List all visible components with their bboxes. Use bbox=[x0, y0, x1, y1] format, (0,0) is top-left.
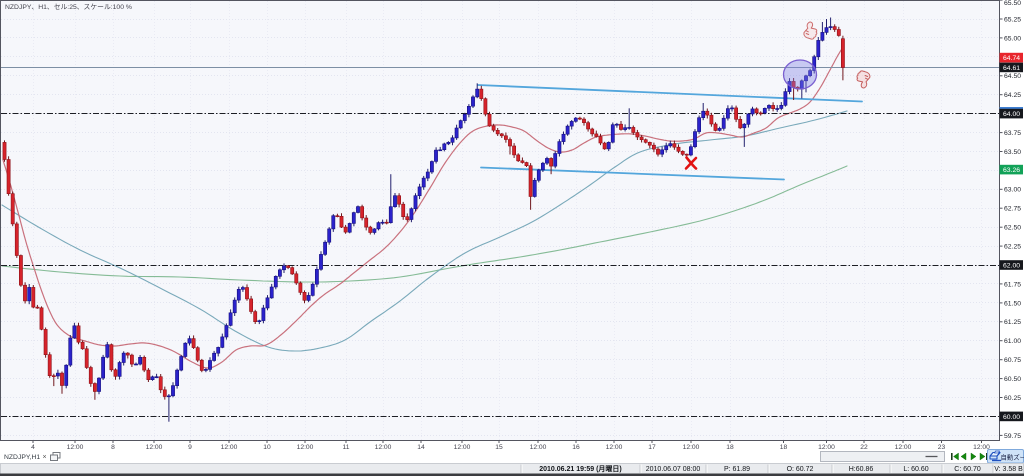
svg-text:62.25: 62.25 bbox=[1004, 244, 1021, 251]
svg-text:12:00: 12:00 bbox=[67, 444, 84, 451]
svg-text:60.50: 60.50 bbox=[1004, 376, 1021, 383]
svg-text:8: 8 bbox=[111, 444, 115, 451]
svg-text:2010.06.21 19:59 (月曜日): 2010.06.21 19:59 (月曜日) bbox=[539, 464, 622, 473]
svg-text:64.50: 64.50 bbox=[1004, 73, 1021, 80]
svg-text:12:00: 12:00 bbox=[146, 444, 163, 451]
svg-text:63.75: 63.75 bbox=[1004, 130, 1021, 137]
svg-text:C: 60.70: C: 60.70 bbox=[954, 466, 981, 473]
svg-text:62.75: 62.75 bbox=[1004, 206, 1021, 213]
svg-text:9: 9 bbox=[188, 444, 192, 451]
svg-text:63.00: 63.00 bbox=[1004, 187, 1021, 194]
svg-text:×: × bbox=[43, 454, 47, 461]
svg-text:12:00: 12:00 bbox=[683, 444, 700, 451]
svg-text:12:00: 12:00 bbox=[530, 444, 547, 451]
svg-text:11: 11 bbox=[343, 444, 350, 451]
svg-text:4: 4 bbox=[31, 444, 35, 451]
svg-text:16: 16 bbox=[572, 444, 580, 451]
svg-text:NZDJPY,H1: NZDJPY,H1 bbox=[4, 454, 40, 461]
svg-text:63.50: 63.50 bbox=[1004, 149, 1021, 156]
svg-text:23: 23 bbox=[938, 444, 946, 451]
svg-text:V: 3.58 B: V: 3.58 B bbox=[994, 466, 1023, 473]
svg-text:O: 60.72: O: 60.72 bbox=[787, 466, 814, 473]
svg-text:12:00: 12:00 bbox=[454, 444, 471, 451]
svg-text:10: 10 bbox=[263, 444, 271, 451]
svg-text:2010.06.07 08:00: 2010.06.07 08:00 bbox=[646, 466, 701, 473]
svg-text:60.25: 60.25 bbox=[1004, 395, 1021, 402]
svg-text:64.74: 64.74 bbox=[1003, 55, 1020, 62]
svg-text:17: 17 bbox=[648, 444, 656, 451]
svg-text:65.00: 65.00 bbox=[1004, 35, 1021, 42]
svg-text:H:60.86: H:60.86 bbox=[849, 466, 874, 473]
svg-text:22: 22 bbox=[860, 444, 868, 451]
svg-text:15: 15 bbox=[495, 444, 503, 451]
svg-text:60.75: 60.75 bbox=[1004, 357, 1021, 364]
svg-text:62.50: 62.50 bbox=[1004, 225, 1021, 232]
svg-text:自動ズーム: 自動ズーム bbox=[1001, 453, 1024, 462]
svg-text:18: 18 bbox=[780, 444, 788, 451]
svg-text:12:00: 12:00 bbox=[818, 444, 835, 451]
svg-text:61.00: 61.00 bbox=[1004, 338, 1021, 345]
svg-text:64.61: 64.61 bbox=[1003, 65, 1020, 72]
svg-text:12:00: 12:00 bbox=[895, 444, 912, 451]
svg-text:P: 61.89: P: 61.89 bbox=[724, 466, 750, 473]
svg-text:12:00: 12:00 bbox=[221, 444, 238, 451]
svg-text:12:00: 12:00 bbox=[606, 444, 623, 451]
svg-text:62.00: 62.00 bbox=[1003, 262, 1020, 269]
svg-text:65.25: 65.25 bbox=[1004, 16, 1021, 23]
svg-text:61.75: 61.75 bbox=[1004, 281, 1021, 288]
svg-text:NZDJPY、H1、セル:25、スケール:100 %: NZDJPY、H1、セル:25、スケール:100 % bbox=[5, 3, 132, 11]
svg-text:65.50: 65.50 bbox=[1004, 0, 1021, 7]
svg-text:12:00: 12:00 bbox=[973, 444, 990, 451]
svg-text:63.26: 63.26 bbox=[1003, 167, 1020, 174]
svg-text:61.50: 61.50 bbox=[1004, 300, 1021, 307]
svg-text:18: 18 bbox=[726, 444, 734, 451]
svg-text:59.75: 59.75 bbox=[1004, 433, 1021, 440]
svg-text:12:00: 12:00 bbox=[297, 444, 314, 451]
svg-text:61.25: 61.25 bbox=[1004, 319, 1021, 326]
svg-text:64.00: 64.00 bbox=[1003, 111, 1020, 118]
svg-text:14: 14 bbox=[417, 444, 425, 451]
svg-text:12:00: 12:00 bbox=[375, 444, 392, 451]
svg-text:L: 60.60: L: 60.60 bbox=[903, 466, 928, 473]
svg-text:64.25: 64.25 bbox=[1004, 92, 1021, 99]
svg-text:60.00: 60.00 bbox=[1003, 414, 1020, 421]
